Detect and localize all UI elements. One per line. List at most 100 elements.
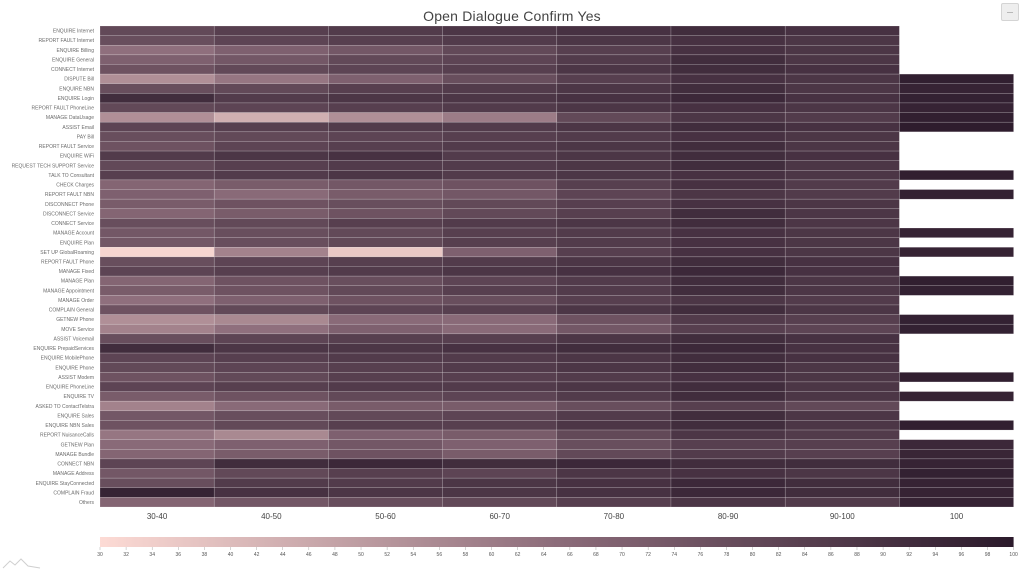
heatmap-cell[interactable] — [556, 44, 672, 56]
heatmap-cell[interactable] — [99, 352, 215, 363]
heatmap-cell[interactable] — [328, 35, 443, 46]
heatmap-cell[interactable] — [556, 54, 672, 65]
heatmap-cell[interactable] — [328, 487, 443, 498]
heatmap-cell[interactable] — [99, 227, 215, 238]
heatmap-cell[interactable] — [784, 391, 900, 402]
heatmap-cell[interactable] — [670, 285, 786, 296]
heatmap-cell[interactable] — [556, 131, 672, 142]
heatmap-cell[interactable] — [899, 93, 1014, 104]
heatmap-cell[interactable] — [556, 372, 672, 383]
heatmap-cell[interactable] — [213, 102, 329, 113]
heatmap-cell[interactable] — [670, 102, 786, 113]
heatmap-cell[interactable] — [442, 352, 558, 363]
heatmap-cell[interactable] — [442, 64, 558, 75]
heatmap-cell[interactable] — [670, 256, 786, 267]
heatmap-cell[interactable] — [784, 54, 900, 65]
heatmap-cell[interactable] — [899, 439, 1014, 450]
heatmap-cell[interactable] — [556, 227, 672, 238]
heatmap-cell[interactable] — [556, 420, 672, 431]
heatmap-cell[interactable] — [328, 362, 443, 373]
heatmap-cell[interactable] — [328, 44, 443, 56]
heatmap-cell[interactable] — [784, 381, 900, 392]
heatmap-cell[interactable] — [556, 112, 672, 123]
heatmap-cell[interactable] — [899, 323, 1014, 335]
heatmap-cell[interactable] — [784, 439, 900, 450]
heatmap-cell[interactable] — [899, 73, 1014, 84]
heatmap-cell[interactable] — [899, 477, 1014, 489]
heatmap-cell[interactable] — [784, 400, 900, 412]
heatmap-cell[interactable] — [99, 362, 215, 373]
heatmap-cell[interactable] — [99, 35, 215, 46]
heatmap-cell[interactable] — [556, 237, 672, 248]
heatmap-cell[interactable] — [99, 112, 215, 123]
heatmap-cell[interactable] — [670, 487, 786, 498]
heatmap-cell[interactable] — [442, 420, 558, 431]
heatmap-cell[interactable] — [899, 102, 1014, 113]
heatmap-cell[interactable] — [556, 64, 672, 75]
heatmap-cell[interactable] — [328, 112, 443, 123]
heatmap-cell[interactable] — [442, 372, 558, 383]
heatmap-cell[interactable] — [99, 381, 215, 392]
heatmap-cell[interactable] — [213, 83, 329, 94]
heatmap-cell[interactable] — [670, 93, 786, 104]
heatmap-cell[interactable] — [670, 429, 786, 440]
heatmap-cell[interactable] — [213, 497, 329, 508]
heatmap-cell[interactable] — [213, 381, 329, 392]
heatmap-cell[interactable] — [213, 73, 329, 84]
heatmap-cell[interactable] — [213, 372, 329, 383]
heatmap-cell[interactable] — [328, 198, 443, 210]
heatmap-cell[interactable] — [213, 247, 329, 258]
heatmap-cell[interactable] — [213, 150, 329, 161]
heatmap-cell[interactable] — [784, 218, 900, 229]
heatmap-cell[interactable] — [99, 73, 215, 84]
heatmap-cell[interactable] — [556, 179, 672, 190]
heatmap-cell[interactable] — [670, 275, 786, 286]
heatmap-cell[interactable] — [328, 372, 443, 383]
heatmap-cell[interactable] — [670, 208, 786, 219]
heatmap-cell[interactable] — [670, 468, 786, 479]
heatmap-cell[interactable] — [784, 285, 900, 296]
heatmap-cell[interactable] — [442, 73, 558, 84]
heatmap-cell[interactable] — [213, 468, 329, 479]
heatmap-cell[interactable] — [99, 237, 215, 248]
heatmap-cell[interactable] — [784, 352, 900, 363]
heatmap-cell[interactable] — [670, 449, 786, 460]
heatmap-cell[interactable] — [213, 227, 329, 238]
heatmap-cell[interactable] — [328, 227, 443, 238]
heatmap-cell[interactable] — [442, 314, 558, 325]
heatmap-cell[interactable] — [556, 285, 672, 296]
heatmap-cell[interactable] — [670, 83, 786, 94]
heatmap-cell[interactable] — [784, 295, 900, 306]
heatmap-cell[interactable] — [328, 141, 443, 152]
heatmap-cell[interactable] — [899, 121, 1014, 133]
heatmap-cell[interactable] — [670, 131, 786, 142]
heatmap-cell[interactable] — [442, 83, 558, 94]
heatmap-cell[interactable] — [784, 323, 900, 335]
heatmap-cell[interactable] — [213, 477, 329, 489]
heatmap-cell[interactable] — [784, 487, 900, 498]
heatmap-cell[interactable] — [442, 141, 558, 152]
heatmap-cell[interactable] — [442, 381, 558, 392]
heatmap-cell[interactable] — [784, 170, 900, 181]
heatmap-cell[interactable] — [784, 150, 900, 161]
heatmap-cell[interactable] — [213, 391, 329, 402]
heatmap-cell[interactable] — [784, 44, 900, 56]
heatmap-cell[interactable] — [99, 420, 215, 431]
heatmap-cell[interactable] — [213, 295, 329, 306]
heatmap-cell[interactable] — [328, 391, 443, 402]
heatmap-cell[interactable] — [99, 131, 215, 142]
heatmap-cell[interactable] — [328, 323, 443, 335]
heatmap-cell[interactable] — [328, 179, 443, 190]
heatmap-cell[interactable] — [670, 343, 786, 354]
heatmap-cell[interactable] — [899, 275, 1014, 286]
heatmap-cell[interactable] — [213, 160, 329, 171]
heatmap-cell[interactable] — [556, 102, 672, 113]
heatmap-cell[interactable] — [442, 189, 558, 200]
heatmap-cell[interactable] — [556, 275, 672, 286]
heatmap-cell[interactable] — [899, 487, 1014, 498]
heatmap-cell[interactable] — [556, 170, 672, 181]
heatmap-cell[interactable] — [213, 314, 329, 325]
heatmap-cell[interactable] — [213, 237, 329, 248]
heatmap-cell[interactable] — [213, 439, 329, 450]
heatmap-cell[interactable] — [556, 410, 672, 421]
